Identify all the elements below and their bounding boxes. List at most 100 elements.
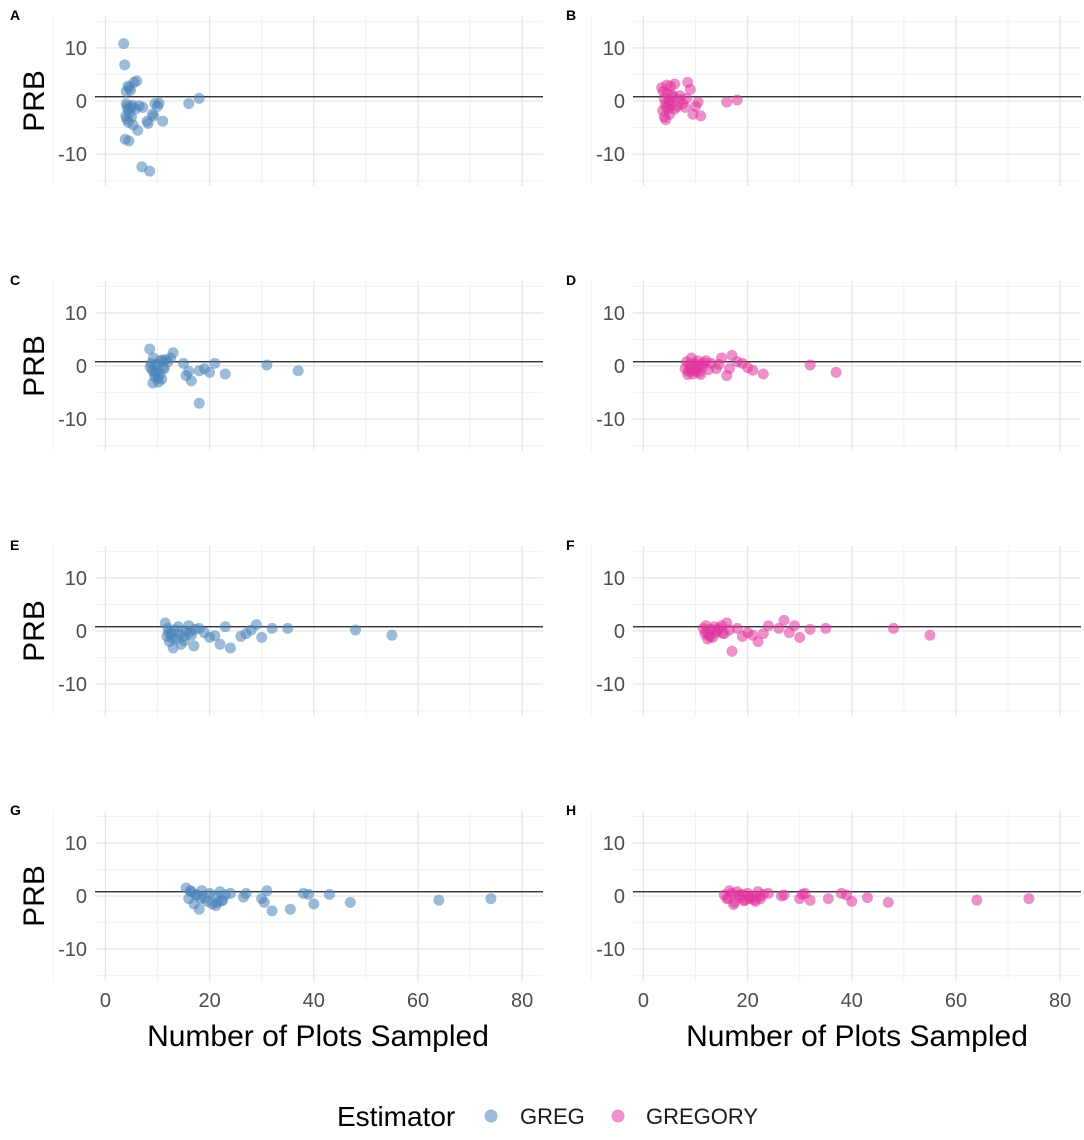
data-point	[778, 614, 790, 626]
y-tick-label: -10	[58, 674, 87, 696]
panel-f: F -10 0 10	[566, 537, 1081, 716]
data-point	[167, 347, 179, 359]
data-point	[386, 629, 398, 641]
data-point	[258, 896, 270, 908]
data-point	[830, 366, 842, 378]
data-point	[240, 887, 252, 899]
data-point	[731, 622, 743, 634]
data-point	[193, 903, 205, 915]
data-point	[822, 893, 834, 905]
y-tick-label: 0	[614, 356, 625, 378]
data-point	[679, 101, 691, 113]
x-tick-label: 0	[638, 990, 649, 1012]
data-point	[723, 363, 735, 375]
panel-d: D -10 0 10	[566, 272, 1081, 451]
data-point	[788, 620, 800, 632]
data-point	[219, 368, 231, 380]
data-point	[188, 640, 200, 652]
panels: A -10 0 10 PRB B -10 0 10 C -10 0 10 PRB D -10 0 10 E -10 0 1…	[10, 7, 1081, 1012]
panel-a: A -10 0 10 PRB	[10, 7, 543, 186]
data-point	[754, 891, 766, 903]
x-axis-titles: Number of Plots Sampled Number of Plots …	[147, 1020, 1028, 1053]
panel-letter-d: D	[566, 272, 576, 288]
panel-b: B -10 0 10	[566, 7, 1081, 186]
data-point	[282, 622, 294, 634]
data-point	[861, 892, 873, 904]
data-point	[118, 38, 130, 50]
data-point	[144, 343, 156, 355]
data-point	[193, 397, 205, 409]
data-point	[804, 359, 816, 371]
data-point	[261, 359, 273, 371]
x-axis-title-left: Number of Plots Sampled	[147, 1020, 489, 1053]
panel-letter-f: F	[566, 537, 575, 553]
y-tick-label: 0	[614, 621, 625, 643]
data-point	[137, 101, 149, 113]
data-point	[924, 629, 936, 641]
data-point	[692, 96, 704, 108]
y-tick-label: -10	[596, 144, 625, 166]
y-tick-label: 10	[65, 833, 87, 855]
y-tick-label: 10	[603, 833, 625, 855]
data-point	[209, 630, 221, 642]
x-tick-label: 80	[511, 990, 533, 1012]
data-point	[303, 888, 315, 900]
data-point	[144, 165, 156, 177]
panel-h: H -10 0 10 0 20 40 60 80	[566, 802, 1081, 1012]
data-point	[762, 887, 774, 899]
data-point	[224, 887, 236, 899]
legend-label-greg: GREG	[520, 1104, 585, 1129]
y-tick-label: 10	[603, 38, 625, 60]
y-tick-label: 0	[76, 886, 87, 908]
y-tick-label: 10	[603, 568, 625, 590]
data-point	[216, 895, 228, 907]
data-point	[762, 620, 774, 632]
data-point	[773, 622, 785, 634]
data-point	[674, 90, 686, 102]
y-tick-label: -10	[596, 409, 625, 431]
data-point	[794, 631, 806, 643]
data-point	[713, 358, 725, 370]
data-point	[660, 114, 672, 126]
y-tick-label: 10	[65, 38, 87, 60]
data-point	[193, 92, 205, 104]
data-point	[185, 375, 197, 387]
data-point	[349, 624, 361, 636]
data-point	[224, 642, 236, 654]
data-point	[214, 638, 226, 650]
data-point	[261, 885, 273, 897]
panel-letter-b: B	[566, 7, 576, 23]
data-point	[721, 96, 733, 108]
x-tick-label: 20	[198, 990, 220, 1012]
panel-e: E -10 0 10 PRB	[10, 537, 543, 716]
panel-letter-a: A	[10, 7, 20, 23]
y-tick-label: 10	[65, 568, 87, 590]
x-tick-label: 40	[841, 990, 863, 1012]
data-point	[250, 619, 262, 631]
data-point	[266, 622, 278, 634]
data-point	[308, 898, 320, 910]
data-point	[778, 889, 790, 901]
data-point	[157, 362, 169, 374]
panel-letter-e: E	[10, 537, 19, 553]
data-point	[148, 367, 160, 379]
data-point	[728, 899, 740, 910]
y-tick-label: -10	[58, 939, 87, 961]
data-point	[1023, 893, 1035, 905]
data-point	[692, 360, 704, 372]
legend-title: Estimator	[337, 1101, 455, 1132]
legend-label-gregory: GREGORY	[646, 1104, 758, 1129]
data-point	[195, 893, 207, 905]
data-point	[193, 365, 205, 377]
panel-letter-g: G	[10, 802, 21, 818]
y-tick-label: -10	[596, 939, 625, 961]
y-tick-label: 10	[65, 303, 87, 325]
data-point	[157, 115, 169, 127]
data-point	[726, 645, 738, 657]
y-tick-label: -10	[58, 409, 87, 431]
data-point	[684, 83, 696, 95]
legend-swatch-gregory	[611, 1109, 625, 1123]
data-point	[717, 627, 729, 639]
data-point	[344, 896, 356, 908]
